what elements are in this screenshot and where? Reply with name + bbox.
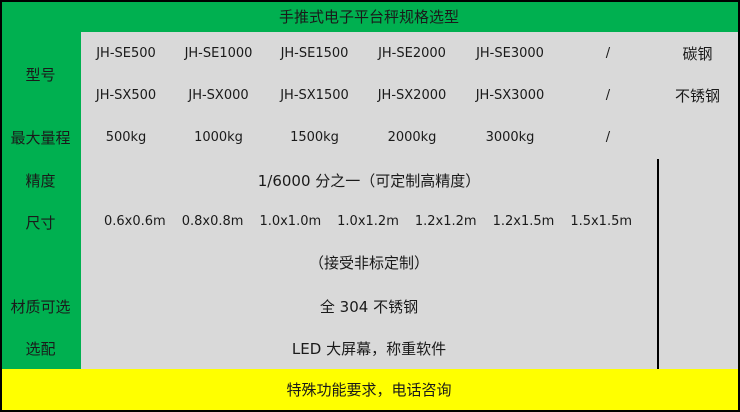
label-options: 选配	[0, 327, 83, 371]
model-cell: /	[559, 74, 659, 118]
table-title: 手推式电子平台秤规格选型	[0, 0, 740, 34]
size-cell: （接受非标定制）	[81, 201, 659, 287]
capacity-cell: 2000kg	[363, 116, 463, 161]
empty-merged-cell	[657, 116, 740, 371]
model-cell: JH-SE3000	[461, 32, 561, 76]
size-item: 0.6x0.6m	[104, 214, 166, 229]
precision-value: 1/6000 分之一（可定制高精度）	[81, 159, 659, 203]
options-value: LED 大屏幕，称重软件	[81, 327, 659, 371]
model-cell: JH-SX1500	[266, 74, 365, 118]
capacity-cell: /	[559, 116, 659, 161]
size-note: （接受非标定制）	[308, 254, 429, 272]
model-cell: JH-SX2000	[363, 74, 463, 118]
model-cell: JH-SX3000	[461, 74, 561, 118]
label-size: 尺寸	[0, 201, 83, 287]
label-precision: 精度	[0, 159, 83, 203]
label-model: 型号	[0, 32, 83, 118]
material-carbon: 碳钢	[657, 32, 740, 76]
capacity-cell: 3000kg	[461, 116, 561, 161]
model-cell: JH-SE1000	[171, 32, 268, 76]
label-capacity: 最大量程	[0, 116, 83, 161]
capacity-cell: 500kg	[81, 116, 173, 161]
model-cell: JH-SE500	[81, 32, 173, 76]
model-cell: JH-SE2000	[363, 32, 463, 76]
size-item: 1.0x1.0m	[259, 214, 322, 229]
size-list: 0.6x0.6m 0.8x0.8m 1.0x1.0m 1.0x1.2m 1.2x…	[104, 214, 632, 229]
size-item: 1.5x1.5m	[570, 214, 633, 229]
size-item: 1.2x1.5m	[492, 214, 555, 229]
capacity-cell: 1000kg	[171, 116, 268, 161]
material-value: 全 304 不锈钢	[81, 285, 659, 329]
model-cell: JH-SX000	[171, 74, 268, 118]
label-material: 材质可选	[0, 285, 83, 329]
size-item: 1.0x1.2m	[337, 214, 399, 229]
footer-contact: 特殊功能要求，电话咨询	[0, 369, 740, 412]
model-cell: JH-SX500	[81, 74, 173, 118]
label-size-text: 尺寸	[25, 214, 56, 232]
size-item: 0.8x0.8m	[181, 214, 244, 229]
material-stainless: 不锈钢	[657, 74, 740, 118]
size-item: 1.2x1.2m	[414, 214, 477, 229]
model-cell: /	[559, 32, 659, 76]
model-cell: JH-SE1500	[266, 32, 365, 76]
capacity-cell: 1500kg	[266, 116, 365, 161]
